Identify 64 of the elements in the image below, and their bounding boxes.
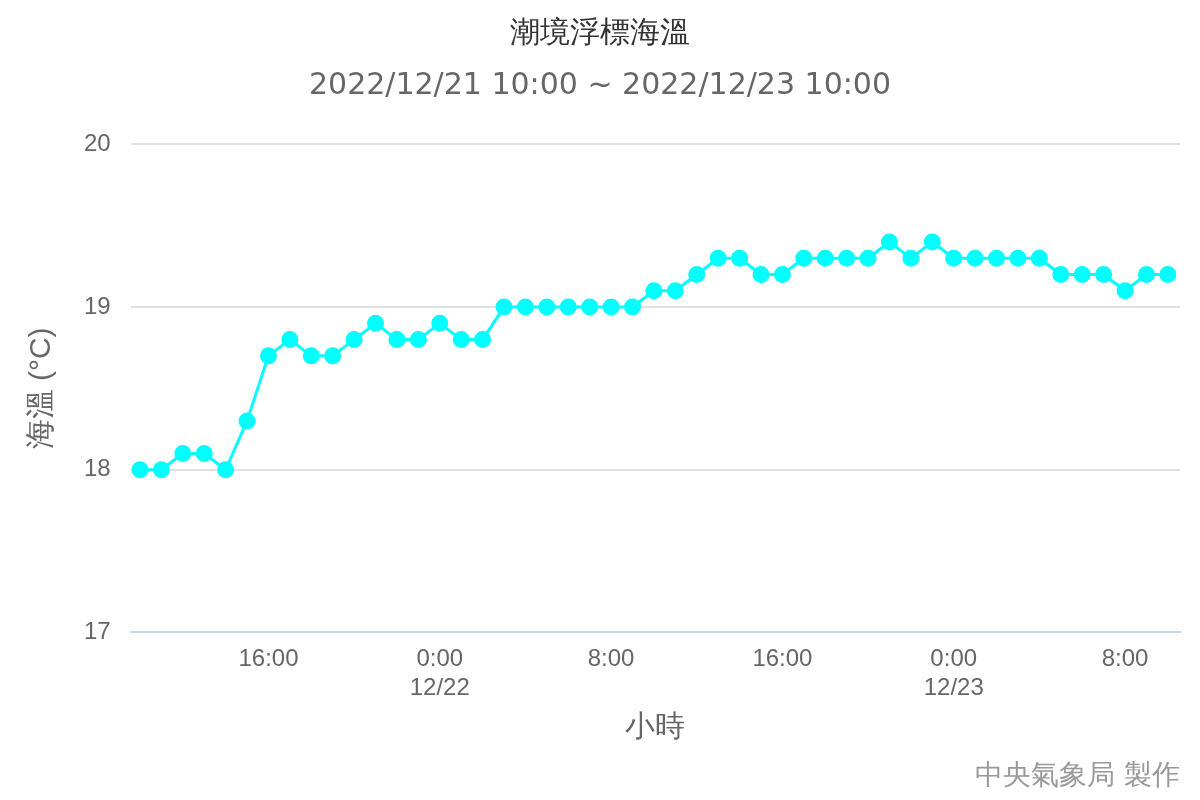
x-tick-label: 16:00	[238, 644, 299, 672]
point	[131, 461, 149, 479]
point	[1009, 249, 1027, 267]
point	[1073, 266, 1091, 284]
point	[238, 412, 256, 430]
point	[666, 282, 684, 300]
x-tick-label: 0:00 12/23	[923, 644, 984, 701]
point	[709, 249, 727, 267]
point	[1095, 266, 1113, 284]
point	[624, 298, 642, 316]
point	[1052, 266, 1070, 284]
point	[795, 249, 813, 267]
point	[152, 461, 170, 479]
point	[367, 314, 385, 332]
point	[645, 282, 663, 300]
y-tick-label: 19	[83, 291, 111, 319]
point	[345, 331, 363, 349]
point	[816, 249, 834, 267]
point	[945, 249, 963, 267]
x-tick-label: 8:00	[587, 644, 635, 672]
y-tick-label: 20	[83, 129, 111, 157]
point	[859, 249, 877, 267]
point	[1159, 266, 1177, 284]
point	[902, 249, 920, 267]
point	[1137, 266, 1155, 284]
point	[388, 331, 406, 349]
x-tick-label: 0:00 12/22	[409, 644, 470, 701]
point	[538, 298, 556, 316]
point	[559, 298, 577, 316]
point	[581, 298, 599, 316]
point	[773, 266, 791, 284]
point	[409, 331, 427, 349]
x-tick-label: 8:00	[1101, 644, 1149, 672]
x-axis-title: 小時	[625, 709, 686, 743]
text: 中央氣象局 製作	[975, 757, 1180, 793]
chart-title: 潮境浮標海溫	[509, 13, 691, 51]
point	[217, 461, 235, 479]
point	[281, 331, 299, 349]
point	[324, 347, 342, 365]
point	[1030, 249, 1048, 267]
point	[880, 233, 898, 251]
point	[602, 298, 620, 316]
point	[838, 249, 856, 267]
point	[474, 331, 492, 349]
y-tick-label: 17	[83, 617, 111, 645]
y-axis-title: 海溫 (°C)	[23, 327, 57, 450]
chart-subtitle: 2022/12/21 10:00 ~ 2022/12/23 10:00	[308, 66, 892, 101]
point	[495, 298, 513, 316]
point	[259, 347, 277, 365]
x-tick-label: 16:00	[752, 644, 813, 672]
point	[688, 266, 706, 284]
point	[302, 347, 320, 365]
point	[431, 314, 449, 332]
point	[1116, 282, 1134, 300]
point	[988, 249, 1006, 267]
point	[752, 266, 770, 284]
point	[174, 444, 192, 462]
point	[195, 444, 213, 462]
point	[516, 298, 534, 316]
point	[966, 249, 984, 267]
point	[923, 233, 941, 251]
y-tick-label: 18	[83, 454, 111, 482]
point	[452, 331, 470, 349]
point	[731, 249, 749, 267]
